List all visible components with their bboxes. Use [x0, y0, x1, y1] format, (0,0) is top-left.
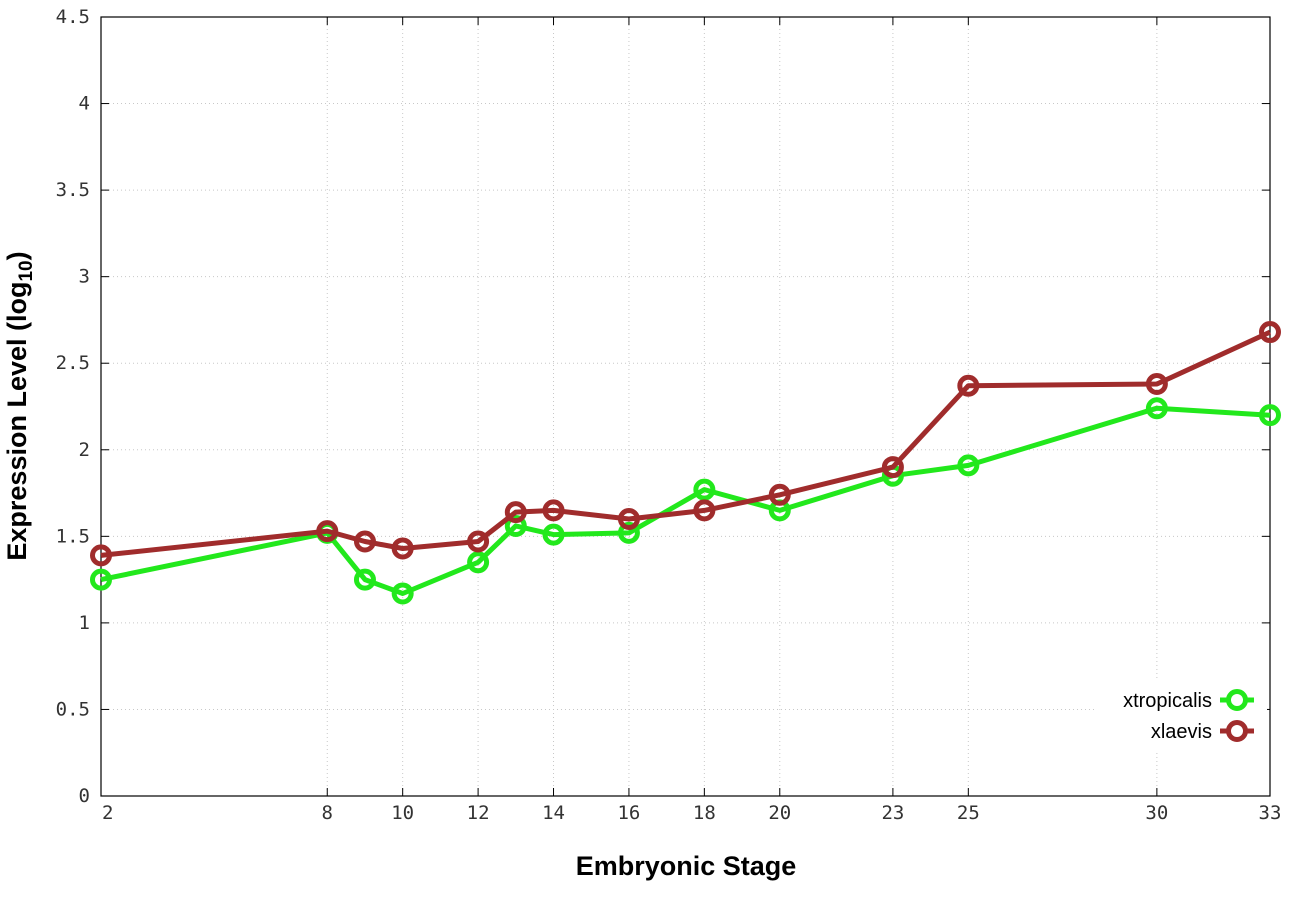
y-axis-title-close: ): [2, 251, 32, 260]
data-point-xtropicalis: [467, 551, 490, 574]
y-tick-label: 2: [79, 439, 90, 461]
x-tick-label: 2: [102, 802, 113, 824]
series-line-xlaevis: [100, 329, 1272, 558]
data-point-xlaevis: [957, 374, 980, 397]
y-tick-label: 2.5: [56, 352, 90, 374]
y-tick-label: 4.5: [56, 6, 90, 28]
legend-marker-xtropicalis: [1226, 689, 1248, 711]
data-point-xlaevis: [881, 456, 904, 479]
x-tick-label: 20: [768, 802, 791, 824]
data-point-xlaevis: [316, 520, 339, 543]
grid-lines: [101, 17, 1270, 796]
y-tick-label: 0.5: [56, 698, 90, 720]
x-tick-label: 25: [957, 802, 980, 824]
data-point-xlaevis: [617, 508, 640, 531]
legend-label-xtropicalis: xtropicalis: [1123, 690, 1212, 712]
x-axis-title: Embryonic Stage: [576, 851, 797, 881]
x-axis: 2 8 10 12 14 16 18 20 23 25 30 33: [100, 17, 1282, 824]
y-tick-label: 1: [79, 612, 90, 634]
data-point-xtropicalis: [617, 521, 640, 544]
data-point-xlaevis: [1259, 321, 1281, 344]
data-point-xlaevis: [693, 499, 716, 522]
x-tick-label: 10: [391, 802, 414, 824]
x-tick-label: 12: [467, 802, 490, 824]
data-point-xlaevis: [504, 501, 527, 524]
data-point-xtropicalis: [90, 568, 112, 591]
x-tick-label: 30: [1145, 802, 1168, 824]
x-tick-label: 8: [322, 802, 333, 824]
data-point-xtropicalis: [1145, 397, 1168, 420]
data-point-xtropicalis: [1259, 404, 1281, 427]
y-tick-label: 0: [79, 785, 90, 807]
x-tick-label: 14: [542, 802, 565, 824]
series-line-xtropicalis: [100, 405, 1271, 596]
data-point-xtropicalis: [542, 523, 565, 546]
data-point-xtropicalis: [391, 582, 414, 605]
x-tick-label: 18: [693, 802, 716, 824]
x-tick-label: 33: [1259, 802, 1282, 824]
data-point-xlaevis: [542, 499, 565, 522]
y-axis-title-main: Expression Level (log: [2, 282, 32, 561]
legend-marker-xlaevis: [1226, 720, 1248, 742]
y-tick-label: 1.5: [56, 525, 90, 547]
data-point-xlaevis: [467, 530, 490, 553]
data-point-xtropicalis: [693, 478, 716, 501]
data-point-xlaevis: [768, 483, 791, 506]
data-point-xlaevis: [391, 537, 414, 560]
data-point-xtropicalis: [353, 568, 376, 591]
y-axis: 0 0.5 1 1.5 2 2.5 3 3.5 4 4.5: [56, 6, 1270, 807]
data-point-xlaevis: [90, 544, 112, 567]
y-tick-label: 4: [79, 93, 90, 115]
y-tick-label: 3.5: [56, 179, 90, 201]
legend-label-xlaevis: xlaevis: [1151, 721, 1212, 743]
data-point-xtropicalis: [957, 454, 980, 477]
legend: xtropicalis xlaevis: [1095, 680, 1267, 752]
y-axis-title-subscript: 10: [16, 260, 37, 281]
series-layer: [90, 321, 1281, 605]
data-point-xlaevis: [1145, 372, 1168, 395]
data-point-xtropicalis: [504, 514, 527, 537]
y-tick-label: 3: [79, 266, 90, 288]
x-tick-label: 16: [617, 802, 640, 824]
x-tick-label: 23: [881, 802, 904, 824]
data-point-xlaevis: [353, 530, 376, 553]
y-axis-title: Expression Level (log10): [2, 251, 37, 560]
plot-frame: [100, 16, 1271, 797]
